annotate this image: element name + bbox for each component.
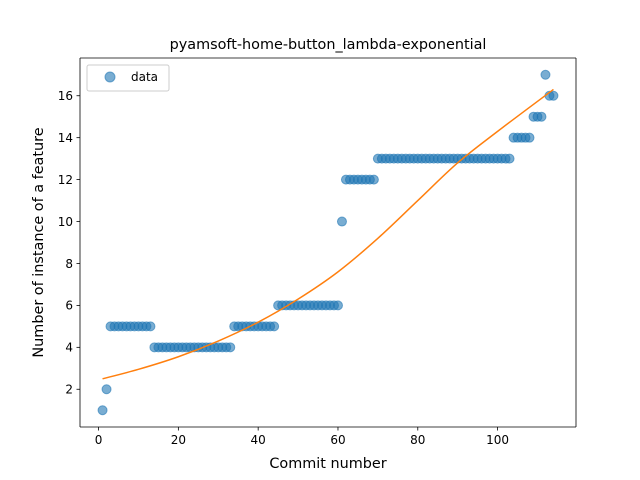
data-point [333,301,342,310]
y-axis-label: Number of instance of a feature [31,127,47,357]
data-point [537,112,546,121]
x-axis-label: Commit number [269,456,386,472]
data-point [270,322,279,331]
x-tick-label: 0 [95,433,103,447]
x-tick-label: 40 [251,433,266,447]
plot-area [80,58,576,427]
y-tick-label: 14 [58,131,73,145]
legend-label-data: data [131,70,158,84]
y-tick-label: 16 [58,89,73,103]
data-point [146,322,155,331]
y-tick-label: 12 [58,173,73,187]
data-point [505,154,514,163]
x-tick-label: 20 [171,433,186,447]
data-point [226,343,235,352]
y-tick-label: 6 [65,299,73,313]
y-tick-label: 10 [58,215,73,229]
data-point [369,175,378,184]
chart-title: pyamsoft-home-button_lambda-exponential [170,37,487,53]
x-tick-label: 60 [330,433,345,447]
y-tick-label: 4 [65,341,73,355]
data-point [541,70,550,79]
x-tick-label: 80 [410,433,425,447]
legend-marker [105,72,115,82]
data-point [525,133,534,142]
x-tick-label: 100 [486,433,509,447]
data-point [98,406,107,415]
data-point [337,217,346,226]
legend: data [87,65,169,91]
data-point [102,385,111,394]
y-tick-label: 8 [65,257,73,271]
y-tick-label: 2 [65,383,73,397]
